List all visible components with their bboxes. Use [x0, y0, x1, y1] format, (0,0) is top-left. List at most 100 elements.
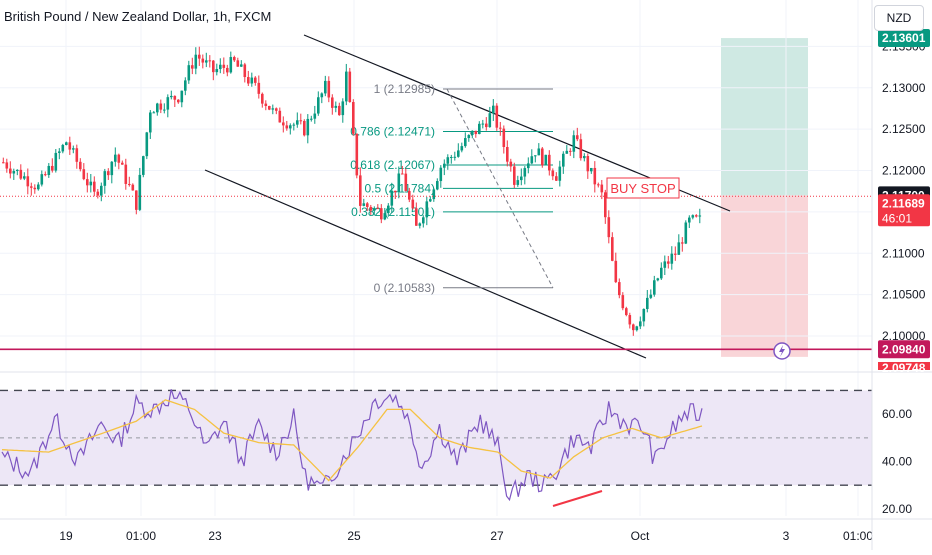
- candle: [432, 188, 436, 202]
- candle: [355, 133, 359, 179]
- candle-body: [408, 190, 411, 200]
- current-price-text: 2.11689: [882, 196, 925, 210]
- candle: [208, 55, 212, 68]
- candle: [341, 98, 345, 123]
- candle-body: [520, 176, 523, 181]
- time-axis: 19 01:00 23 25 27 Oct 3 01:00: [0, 518, 932, 543]
- candle: [439, 165, 443, 188]
- candle-body: [229, 57, 233, 73]
- candle-body: [387, 205, 390, 214]
- candle: [660, 262, 663, 280]
- take-profit-price-tag-box: [878, 29, 930, 48]
- candle: [572, 130, 576, 159]
- candle: [72, 145, 75, 154]
- candle: [128, 176, 131, 187]
- candle-body: [5, 162, 9, 169]
- candle-body: [670, 253, 674, 264]
- candle: [205, 52, 208, 68]
- candle-body: [604, 192, 607, 218]
- candle: [457, 143, 460, 158]
- candle: [359, 167, 362, 213]
- candle: [390, 182, 394, 213]
- candle-body: [299, 120, 303, 122]
- candle-body: [331, 97, 334, 108]
- candle-body: [600, 184, 604, 193]
- candle: [142, 155, 145, 178]
- candle: [607, 210, 611, 244]
- candle: [600, 179, 604, 200]
- candle-body: [646, 297, 649, 309]
- candle: [471, 130, 474, 139]
- candle-body: [621, 295, 625, 309]
- candle: [362, 198, 366, 207]
- candle: [44, 171, 47, 177]
- candle: [177, 99, 180, 104]
- candle-body: [565, 150, 569, 154]
- candle: [254, 76, 257, 86]
- candle-body: [163, 109, 166, 111]
- candle-body: [569, 150, 572, 152]
- candle-body: [614, 260, 618, 283]
- candle-body: [75, 148, 79, 162]
- candle-body: [240, 64, 243, 67]
- candle: [243, 62, 247, 83]
- candle-body: [124, 164, 128, 184]
- candle-body: [250, 77, 254, 84]
- candle: [488, 106, 492, 128]
- candle: [233, 55, 236, 62]
- candle: [646, 289, 649, 313]
- candle-body: [415, 208, 418, 226]
- candle: [667, 255, 670, 269]
- candle: [604, 189, 607, 224]
- candle-body: [432, 189, 436, 200]
- candle-body: [345, 71, 348, 102]
- candle-body: [26, 176, 30, 187]
- candle: [565, 145, 569, 154]
- candle-body: [625, 308, 628, 316]
- candle: [219, 58, 222, 74]
- candle: [138, 167, 142, 212]
- candle-body: [212, 60, 215, 73]
- candle-body: [366, 203, 369, 207]
- horizontal-level-price-tag-box: [878, 340, 930, 359]
- candle: [492, 99, 495, 121]
- candle: [240, 60, 243, 67]
- currency-button[interactable]: NZD: [874, 5, 924, 31]
- candle: [16, 169, 19, 176]
- candle-body: [352, 102, 355, 134]
- candle: [422, 215, 425, 228]
- candle-body: [152, 112, 156, 114]
- candle-body: [516, 180, 520, 185]
- candle: [261, 92, 264, 108]
- candle-body: [590, 167, 593, 172]
- candle-body: [86, 179, 89, 186]
- candle: [383, 207, 387, 221]
- candle: [180, 90, 184, 108]
- candle-body: [691, 215, 695, 218]
- candle-body: [530, 156, 534, 164]
- candle: [51, 158, 54, 173]
- candle-body: [551, 170, 555, 177]
- candles: [2, 46, 702, 336]
- candle: [54, 149, 58, 173]
- candle: [450, 154, 453, 164]
- candle-body: [110, 161, 114, 176]
- candle: [534, 155, 537, 163]
- candle-body: [201, 58, 205, 63]
- rsi-line: [1, 389, 703, 502]
- candle: [156, 102, 159, 116]
- stop-loss-price-text: 2.09748: [882, 361, 926, 375]
- candle: [698, 208, 702, 224]
- candle-body: [548, 154, 551, 171]
- candle: [338, 102, 341, 116]
- candle: [107, 168, 110, 180]
- candle: [40, 170, 44, 187]
- candle: [376, 204, 380, 210]
- candle: [548, 150, 551, 176]
- candle-body: [177, 99, 180, 103]
- candle-body: [422, 217, 425, 224]
- candle: [656, 277, 660, 282]
- candle: [506, 140, 509, 167]
- candle-body: [289, 125, 292, 129]
